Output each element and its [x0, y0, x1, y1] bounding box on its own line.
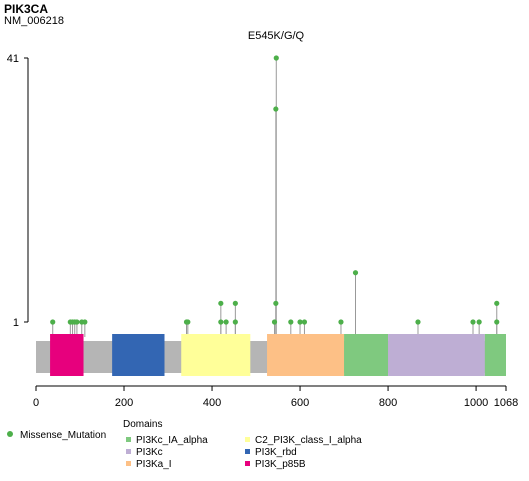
x-axis-ticks: 0 200 400 600 800 1000 1068	[33, 386, 518, 409]
mutation-point	[218, 300, 224, 306]
mutation-point	[82, 319, 88, 325]
y-axis-ticks: 1 41	[7, 53, 28, 329]
x-tick-label: 1068	[494, 397, 518, 409]
domain-pi3k-rbd	[112, 334, 165, 376]
domain-legend-label: C2_PI3K_class_I_alpha	[255, 435, 362, 446]
domain-legend-swatch	[245, 437, 250, 442]
mutation-point	[338, 319, 344, 325]
x-tick-label: 200	[115, 397, 133, 409]
domain-legend-swatch	[126, 461, 131, 466]
legend: Missense_Mutation Domains PI3Kc_IA_alpha…	[7, 419, 362, 470]
mutation-point	[297, 319, 303, 325]
domain-legend-label: PI3K_p85B	[255, 459, 306, 470]
mutation-point	[74, 319, 80, 325]
domain-legend-label: PI3K_rbd	[255, 447, 297, 458]
mutation-heads	[50, 55, 500, 325]
mutation-point	[185, 319, 191, 325]
domain-pi3kc-ia-alpha	[344, 334, 389, 376]
mutation-point	[273, 106, 279, 112]
domain-track	[50, 334, 506, 376]
x-tick-label: 0	[33, 397, 39, 409]
x-tick-label: 800	[379, 397, 397, 409]
x-tick-label: 600	[291, 397, 309, 409]
y-tick-label: 1	[13, 317, 19, 329]
x-tick-label: 1000	[464, 397, 488, 409]
mutation-point	[223, 319, 229, 325]
mutation-point	[288, 319, 294, 325]
mutation-stems	[52, 58, 498, 337]
hotspot-label: E545K/G/Q	[248, 30, 305, 42]
domain-pi3ka-i	[267, 334, 345, 376]
domain-pi3k-p85b	[50, 334, 84, 376]
mutation-point	[218, 319, 224, 325]
domain-legend-swatch	[126, 449, 131, 454]
mutation-point	[50, 319, 56, 325]
mutation-point	[494, 319, 500, 325]
mutation-point	[476, 319, 482, 325]
domain-c2-pi3k-class-i-alpha	[181, 334, 251, 376]
domain-legend-swatch	[245, 461, 250, 466]
mutation-point	[232, 319, 238, 325]
mutation-point	[301, 319, 308, 325]
mutation-point	[271, 319, 278, 325]
mutation-point	[273, 55, 279, 61]
domain-legend-label: PI3Kc	[136, 447, 163, 458]
mutation-point	[470, 319, 476, 325]
domains-legend-title: Domains	[123, 419, 162, 430]
transcript-id: NM_006218	[4, 15, 64, 27]
mutation-point	[352, 270, 359, 276]
gene-title: PIK3CA	[4, 2, 49, 16]
mutation-point	[273, 300, 279, 306]
missense-legend-marker	[7, 431, 13, 437]
domain-legend-label: PI3Ka_I	[136, 459, 172, 470]
domain-legend-swatch	[126, 437, 131, 442]
x-tick-label: 400	[203, 397, 221, 409]
domain-pi3kc-ia-alpha	[484, 334, 506, 376]
mutation-point	[415, 319, 421, 325]
y-tick-label: 41	[7, 53, 19, 65]
domain-legend-items: PI3Kc_IA_alpha C2_PI3K_class_I_alpha PI3Kc…	[126, 435, 362, 470]
mutation-point	[232, 300, 238, 306]
domain-pi3kc	[388, 334, 485, 376]
domain-legend-label: PI3Kc_IA_alpha	[136, 435, 208, 446]
mutation-point	[494, 300, 500, 306]
domain-legend-swatch	[245, 449, 250, 454]
missense-legend-label: Missense_Mutation	[20, 430, 106, 441]
